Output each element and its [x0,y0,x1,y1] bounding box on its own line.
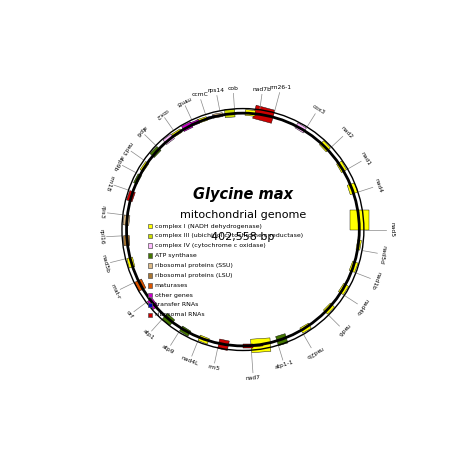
Polygon shape [163,134,174,145]
Text: nad3: nad3 [120,141,133,156]
Polygon shape [276,334,288,346]
Text: orf: orf [125,310,134,320]
Text: nad7b: nad7b [253,87,272,92]
Polygon shape [197,117,208,123]
Polygon shape [245,109,255,116]
Text: nad7: nad7 [246,375,261,381]
Text: complex III (ubichinol cytochrome c reductase): complex III (ubichinol cytochrome c redu… [155,234,303,238]
Text: atp6: atp6 [135,125,147,137]
Polygon shape [218,339,229,350]
Text: nad4b: nad4b [355,298,369,316]
Text: cob: cob [228,86,238,91]
Text: mat-r: mat-r [109,283,121,300]
Bar [148,224,152,228]
Text: nad5d: nad5d [378,245,387,264]
Polygon shape [243,344,253,348]
Polygon shape [140,162,149,172]
Text: rrn5: rrn5 [207,365,220,372]
Polygon shape [295,123,306,133]
Text: rps14: rps14 [208,88,225,93]
Bar [148,283,152,288]
Polygon shape [225,109,235,118]
Polygon shape [253,105,275,123]
Text: transfer RNAs: transfer RNAs [155,302,198,307]
Text: nad5b: nad5b [100,254,110,273]
Text: nad2: nad2 [340,125,354,140]
Text: ribosomal RNAs: ribosomal RNAs [155,312,204,317]
Text: ribosomal proteins (LSU): ribosomal proteins (LSU) [155,273,232,278]
Polygon shape [134,174,142,185]
Text: nad2b: nad2b [304,345,323,359]
Text: mitochondrial genome: mitochondrial genome [180,210,306,220]
Text: maturases: maturases [155,283,188,288]
Polygon shape [135,279,146,291]
Text: ATP synthase: ATP synthase [155,253,197,258]
Text: other genes: other genes [155,293,192,298]
Polygon shape [182,122,193,131]
Text: Glycine max: Glycine max [193,187,293,202]
Polygon shape [251,338,271,353]
Text: atp1-1: atp1-1 [274,360,294,371]
Text: nad6: nad6 [336,323,350,337]
Text: complex I (NADH dehydrogenase): complex I (NADH dehydrogenase) [155,224,262,229]
Text: cox3: cox3 [310,104,326,115]
Polygon shape [189,120,200,127]
Bar [148,244,152,248]
Polygon shape [162,313,175,326]
Text: ribosomal proteins (SSU): ribosomal proteins (SSU) [155,263,233,268]
Bar [148,293,152,297]
Polygon shape [349,261,358,273]
Text: 402,558 bp: 402,558 bp [211,232,274,241]
Polygon shape [253,344,263,347]
Text: nad1b: nad1b [370,271,381,290]
Polygon shape [127,257,135,268]
Polygon shape [172,129,182,137]
Bar [148,234,152,238]
Polygon shape [123,215,130,225]
Text: nad4L: nad4L [180,355,199,367]
Text: ccmC: ccmC [191,92,208,97]
Text: atp9: atp9 [161,344,175,355]
Polygon shape [180,326,191,336]
Polygon shape [205,115,215,120]
Text: nad4: nad4 [373,178,383,194]
Bar [148,263,152,268]
Text: complex IV (cytochrome c oxidase): complex IV (cytochrome c oxidase) [155,243,265,248]
Polygon shape [123,235,130,245]
Polygon shape [350,210,369,229]
Text: mmB: mmB [175,95,191,107]
Text: rpl16: rpl16 [99,229,104,245]
Polygon shape [213,113,223,118]
Polygon shape [338,283,349,294]
Polygon shape [300,323,311,333]
Bar [148,312,152,317]
Polygon shape [147,298,158,310]
Circle shape [127,114,359,345]
Text: rps3: rps3 [99,206,105,219]
Text: rrn18: rrn18 [104,175,114,192]
Bar [148,253,152,258]
Polygon shape [127,191,135,202]
Text: nad1: nad1 [360,151,372,166]
Bar [148,303,152,307]
Polygon shape [323,303,335,314]
Text: atp1: atp1 [141,328,155,341]
Polygon shape [319,141,330,152]
Text: nad5: nad5 [389,222,394,237]
Text: atp9b: atp9b [111,154,124,172]
Polygon shape [356,240,362,250]
Polygon shape [337,161,346,173]
Text: cox2: cox2 [154,107,169,120]
Polygon shape [150,147,161,158]
Text: rrn26-1: rrn26-1 [269,85,292,90]
Polygon shape [347,183,357,195]
Bar [148,273,152,278]
Polygon shape [198,335,210,344]
